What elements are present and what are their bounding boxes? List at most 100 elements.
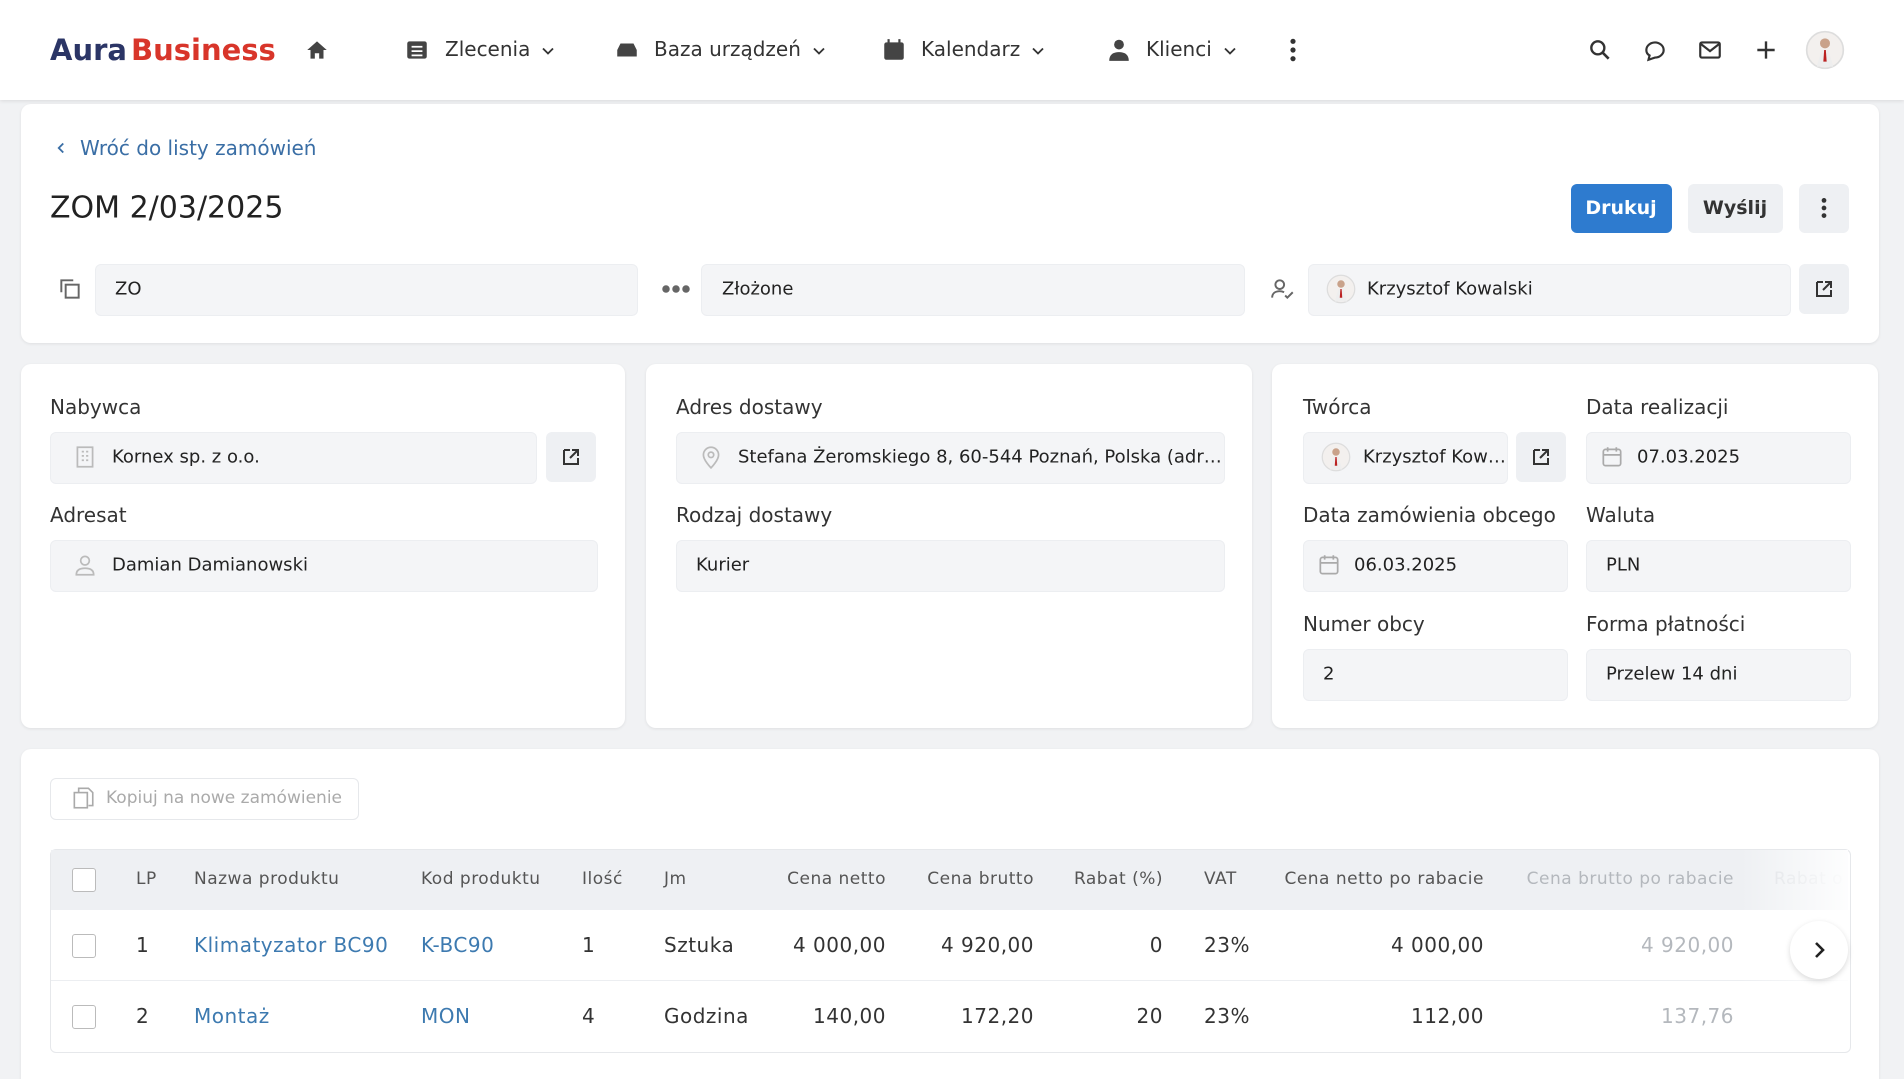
copy-icon-svg [73,787,94,809]
detail-value: Przelew 14 dni [1606,663,1738,685]
product-link[interactable]: Klimatyzator BC90 [194,933,389,957]
chat-icon [1642,37,1668,63]
calendar-icon [1316,552,1342,578]
column-header: Nazwa produktu [194,869,340,889]
select-all[interactable] [72,868,96,892]
open-icon-svg [1533,449,1549,465]
pin-icon [698,444,724,470]
cell: 4 000,00 [1390,933,1484,957]
detail-field [1303,649,1568,701]
field-label: Adresat [50,503,127,527]
cell: Godzina [664,1004,749,1028]
open-icon [1529,445,1553,469]
person-icon [72,552,98,578]
nav-icon [404,37,430,63]
detail-value: Krzysztof Kow… [1363,446,1506,468]
scroll-right[interactable] [1790,921,1848,979]
nav-chevron [538,41,558,61]
cell: 2 [136,1004,150,1028]
nav-chevron-svg [542,47,555,55]
cell: 1 [136,933,150,957]
more-icon-svg [1821,198,1827,218]
home-icon-svg [307,41,327,59]
print-button[interactable] [1571,184,1672,233]
field-label: Data realizacji [1586,395,1729,419]
nav-item[interactable]: Zlecenia [445,37,531,61]
field-label: Nabywca [50,395,142,419]
nav-chevron [1028,41,1048,61]
creator-avatar-svg [1321,442,1351,472]
field-label: Numer obcy [1303,612,1425,636]
status-icon [661,274,691,304]
cell: 4 920,00 [1640,933,1734,957]
type-field [95,264,638,316]
detail-value: 2 [1323,663,1335,685]
cell: 172,20 [961,1004,1034,1028]
nav-icon-svg [884,39,904,60]
mail-icon [1697,37,1723,63]
owner-field [1308,264,1791,316]
column-header: Cena brutto po rabacie [1526,869,1734,889]
buyer-field [50,432,537,484]
brand: Aura [50,33,127,67]
field-label: Waluta [1586,503,1656,527]
row-divider [51,980,1848,981]
cell: 4 920,00 [940,933,1034,957]
detail-field [1586,649,1851,701]
back-chevron-svg [57,142,64,154]
nav-chevron [809,41,829,61]
cell: 4 000,00 [792,933,886,957]
cell: 4 [582,1004,596,1028]
detail-value: PLN [1606,554,1641,576]
nav-icon [1106,37,1132,63]
cell: 23% [1204,933,1250,957]
delivery-type-field [676,540,1225,592]
nav-item[interactable]: Baza urządzeń [654,37,801,61]
type-icon [57,276,83,302]
nav-chevron-svg [1224,47,1236,55]
nav-icon-svg [407,41,427,59]
person-icon-svg [75,555,95,576]
column-header: Kod produktu [421,869,541,889]
row-checkbox[interactable] [72,934,96,958]
delivery-type-value: Kurier [696,554,750,576]
cell: 112,00 [1411,1004,1484,1028]
home-icon [304,37,330,63]
back-link[interactable]: Wróć do listy zamówień [80,136,317,160]
detail-field [1303,540,1568,592]
search-icon [1587,37,1613,63]
detail-field [1586,540,1851,592]
cell: Sztuka [664,933,735,957]
send-button[interactable] [1688,184,1783,233]
copy-icon [70,785,96,811]
column-header: Cena netto [787,869,886,889]
product-link[interactable]: Montaż [194,1004,270,1028]
nav-icon-svg [1109,39,1129,61]
open-icon-svg [1816,281,1832,297]
mail-icon-svg [1699,41,1721,59]
more-menu-svg [1290,38,1296,62]
recipient-field [50,540,598,592]
brand: Business [131,33,276,67]
status-icon-svg [662,285,690,293]
building-icon-svg [76,446,94,468]
column-header: Cena brutto [927,869,1034,889]
print-label: Drukuj [1585,197,1657,219]
field-label: Rodzaj dostawy [676,503,833,527]
owner-icon [1270,276,1296,302]
owner-icon-svg [1271,279,1294,300]
calendar-icon-svg [1602,447,1622,467]
row-checkbox[interactable] [72,1005,96,1029]
nav-icon [614,37,640,63]
product-link[interactable]: MON [421,1004,471,1028]
nav-item[interactable]: Klienci [1146,37,1212,61]
status-field [701,264,1245,316]
scroll-chevron [1807,938,1831,962]
calendar-icon-svg [1319,555,1339,575]
pin-icon-svg [702,446,720,470]
copy-button[interactable] [50,778,359,820]
product-link[interactable]: K-BC90 [421,933,495,957]
scroll-chevron-svg [1815,942,1825,958]
nav-item[interactable]: Kalendarz [921,37,1021,61]
